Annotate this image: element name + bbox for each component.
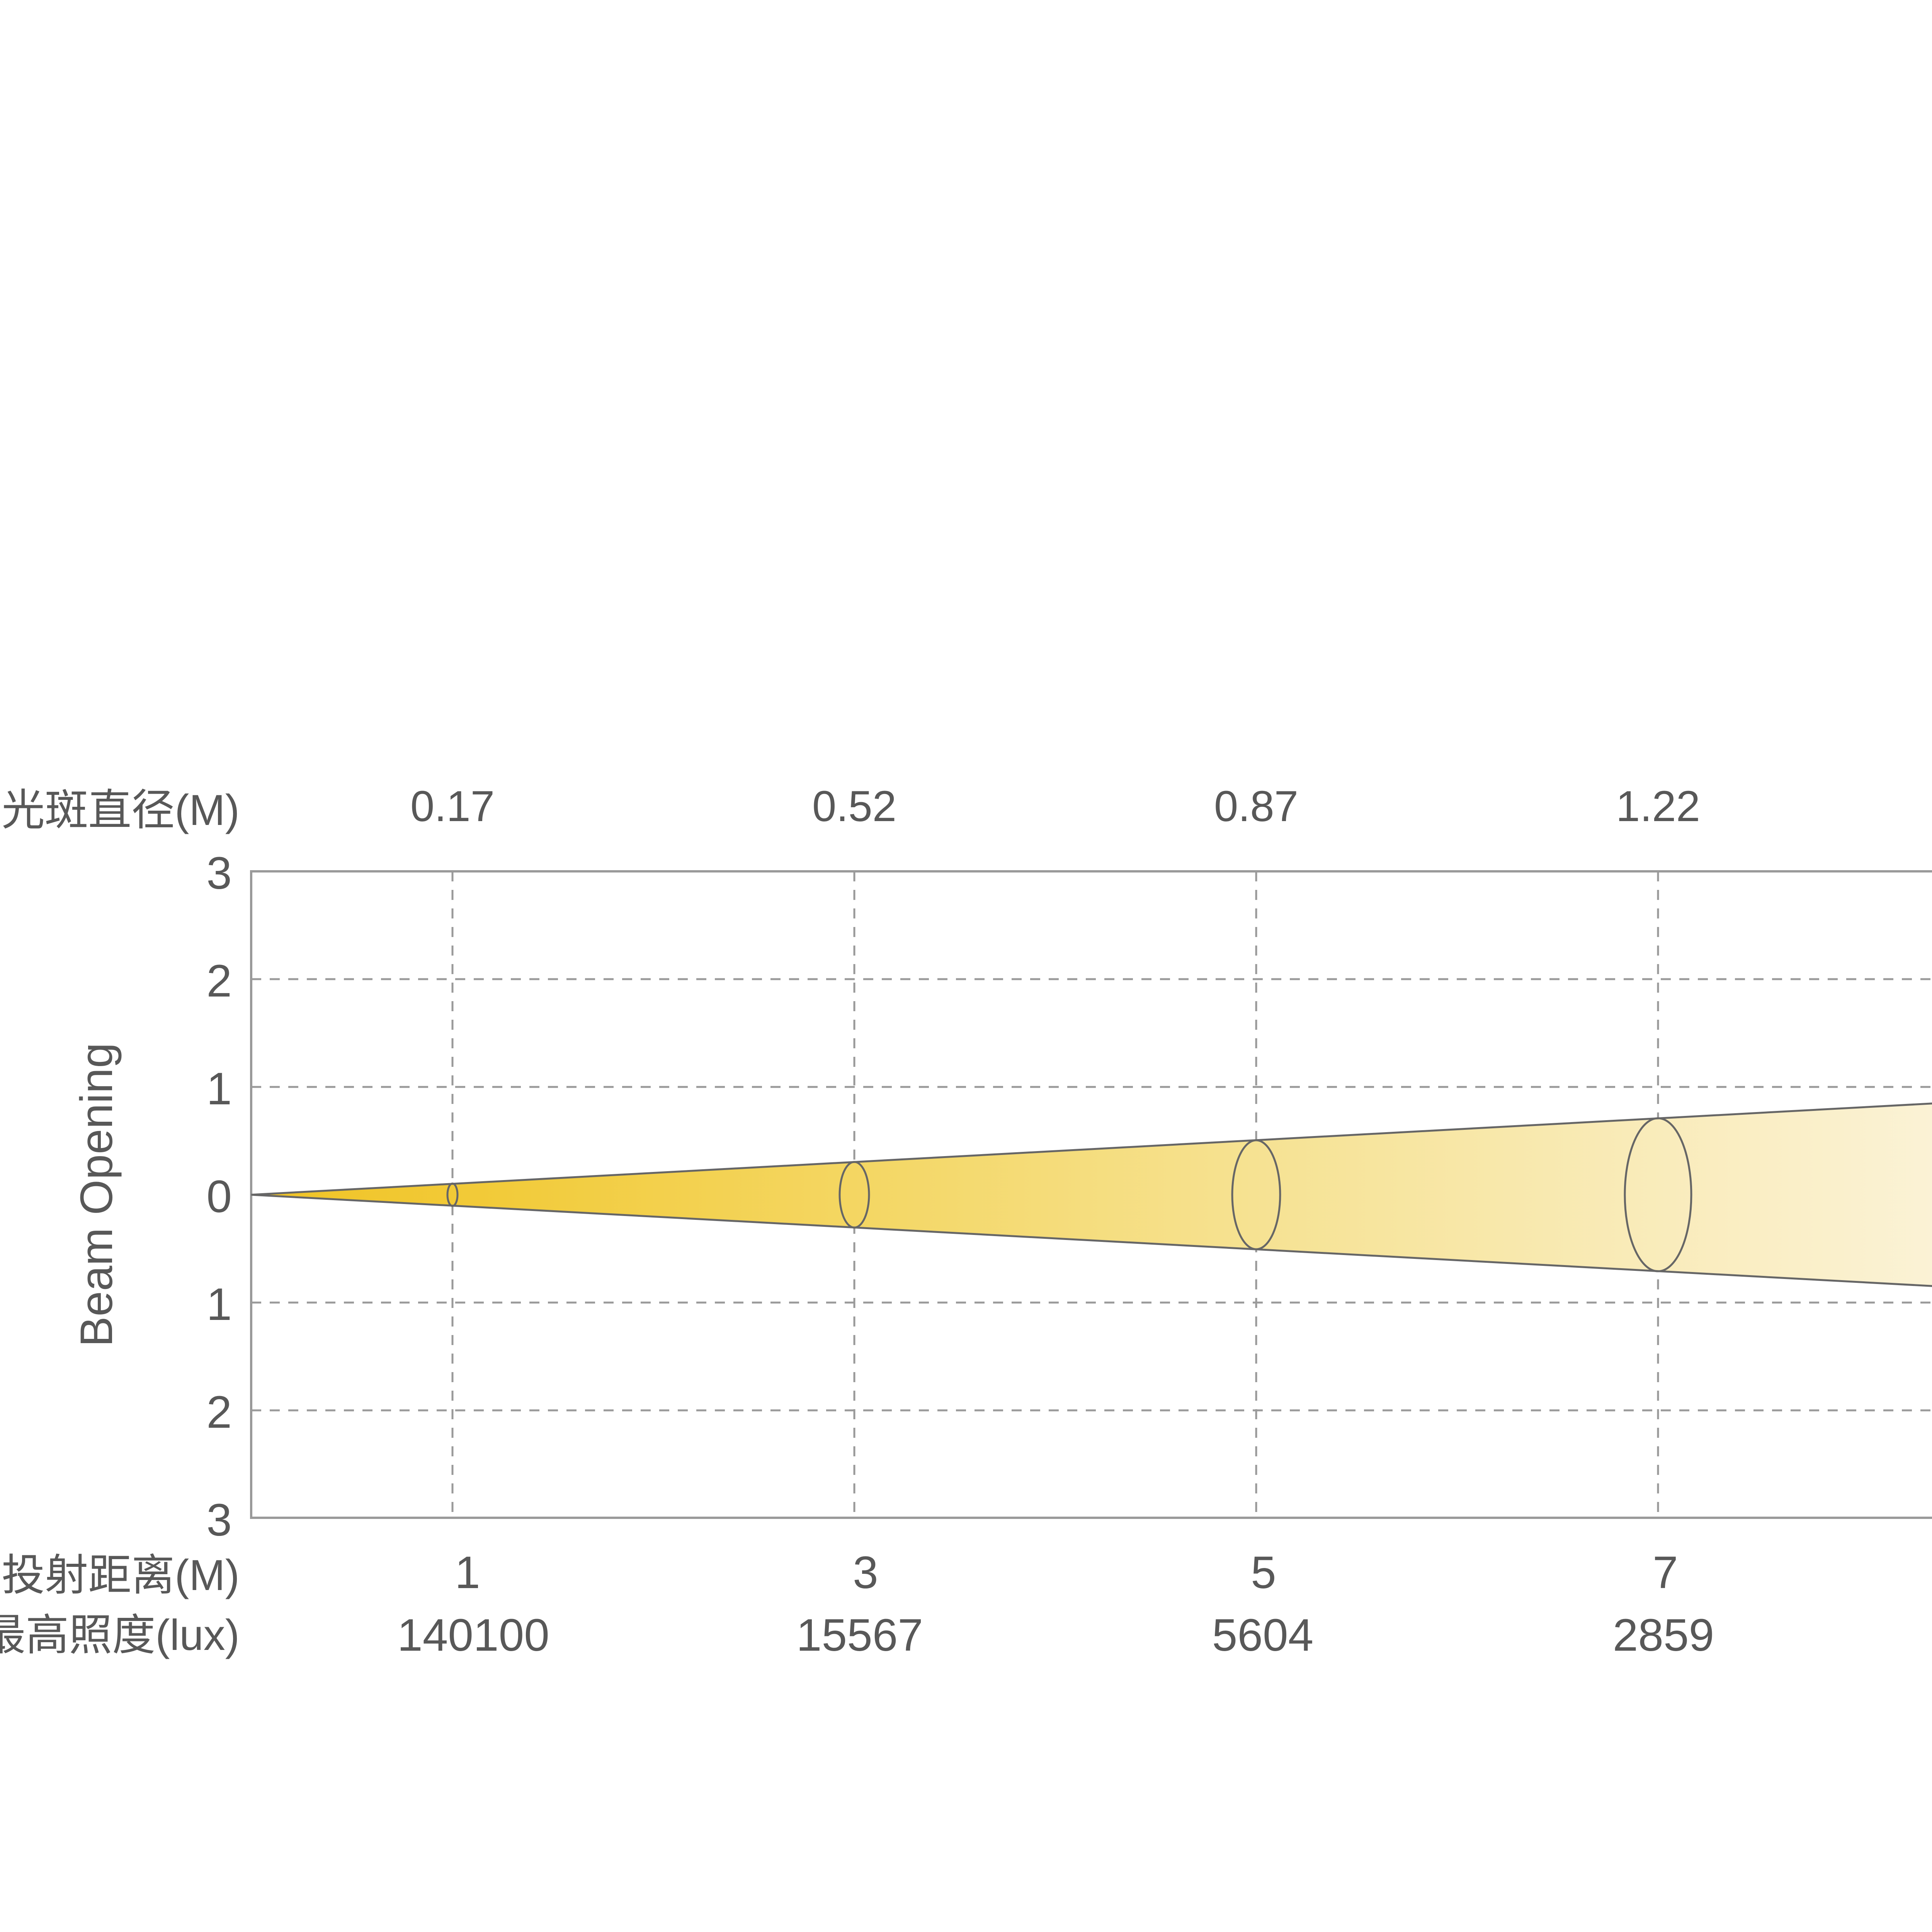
illuminance-row-label: 最高照度(lux) — [0, 1611, 240, 1659]
spot-diameter-value-3: 1.22 — [1616, 782, 1700, 830]
distance-value-1: 3 — [853, 1547, 878, 1598]
y-tick-label-1: 2 — [206, 956, 232, 1007]
spot-diameter-value-1: 0.52 — [812, 782, 896, 830]
y-axis-title: Beam Opening — [71, 1043, 122, 1347]
cross-section-ellipse-5m — [1231, 1139, 1281, 1250]
y-tick-label-5: 2 — [206, 1387, 232, 1438]
y-tick-label-4: 1 — [206, 1279, 232, 1330]
beam-cone — [251, 1102, 1932, 1287]
y-tick-label-3: 0 — [206, 1171, 232, 1222]
illuminance-value-2: 5604 — [1212, 1610, 1314, 1661]
illuminance-value-3: 2859 — [1613, 1610, 1714, 1661]
spot-diameter-row-label: 光斑直径(M) — [2, 786, 240, 834]
cross-section-ellipse-1m — [446, 1182, 459, 1207]
distance-value-0: 1 — [455, 1547, 480, 1598]
cross-section-ellipse-3m — [838, 1161, 870, 1229]
y-tick-label-0: 3 — [206, 848, 232, 899]
y-tick-label-2: 1 — [206, 1063, 232, 1114]
illuminance-value-1: 15567 — [796, 1610, 923, 1661]
cross-section-ellipse-7m — [1624, 1117, 1692, 1272]
beam-edge-lower — [251, 1194, 1932, 1287]
spot-diameter-value-2: 0.87 — [1214, 782, 1298, 830]
y-tick-label-6: 3 — [206, 1495, 232, 1546]
distance-value-3: 7 — [1653, 1547, 1678, 1598]
distance-row-label: 投射距离(M) — [2, 1551, 240, 1599]
beam-cone-fill — [251, 1103, 1932, 1286]
illuminance-value-0: 140100 — [397, 1610, 549, 1661]
distance-value-2: 5 — [1251, 1547, 1276, 1598]
beam-cross-section-ellipses — [446, 1117, 1692, 1272]
beam-edge-upper — [251, 1102, 1932, 1196]
spot-diameter-value-0: 0.17 — [410, 782, 495, 830]
